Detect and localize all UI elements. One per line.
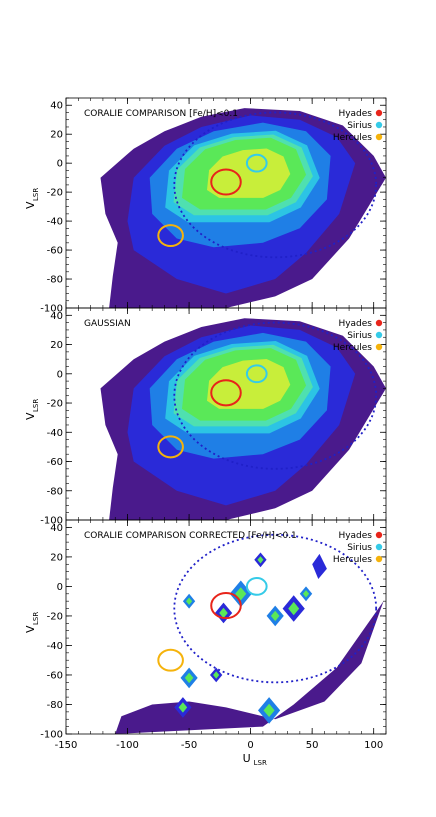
y-tick-label: -100 (40, 516, 63, 527)
residual-dark (115, 601, 384, 734)
legend-label: Hyades (338, 531, 372, 541)
panel-title: CORALIE COMPARISON CORRECTED [Fe/H]<0.1 (84, 531, 297, 541)
sirius-circle (245, 577, 268, 596)
sirius-circle (245, 153, 268, 173)
y-tick-label: -80 (47, 275, 63, 286)
y-tick-label: -40 (47, 641, 63, 652)
x-tick-label: -150 (55, 740, 78, 751)
hyades-circle (210, 168, 242, 196)
residual-core (257, 556, 264, 564)
legend-marker (375, 121, 383, 129)
legend-marker (375, 331, 383, 339)
y-tick-label: -40 (47, 428, 63, 439)
y-tick-label: -20 (47, 611, 63, 622)
legend-label: Hercules (333, 133, 372, 143)
legend-label: Hyades (338, 109, 372, 119)
legend-marker (375, 109, 383, 117)
legend-marker (375, 543, 383, 551)
residual-core (184, 672, 194, 684)
residual-core (213, 671, 220, 679)
y-tick-label: -80 (47, 700, 63, 711)
residual-core (263, 703, 275, 717)
y-axis-label-sub: LSR (32, 612, 40, 625)
panel-title: GAUSSIAN (84, 319, 131, 329)
y-tick-label: -60 (47, 457, 63, 468)
x-tick-label: 50 (306, 740, 319, 751)
y-tick-label: -100 (40, 730, 63, 741)
y-axis-label: V (24, 412, 37, 420)
y-tick-label: -20 (47, 188, 63, 199)
x-tick-label: 100 (364, 740, 383, 751)
residual-core (302, 590, 310, 598)
dotted-ellipse (173, 111, 378, 259)
legend-label: Hyades (338, 319, 372, 329)
sirius-circle (245, 364, 268, 384)
residual-core (235, 587, 247, 601)
legend-label: Sirius (347, 331, 372, 341)
density-core (207, 148, 291, 198)
y-tick-label: -40 (47, 217, 63, 228)
hyades-circle (210, 379, 242, 407)
dotted-ellipse (173, 321, 378, 470)
plot-area (100, 108, 386, 308)
x-axis-label: U (243, 752, 251, 765)
y-tick-label: 0 (57, 369, 63, 380)
y-tick-label: 20 (50, 552, 63, 563)
legend-label: Sirius (347, 543, 372, 553)
legend-marker (375, 343, 383, 351)
legend-label: Sirius (347, 121, 372, 131)
legend-marker (375, 319, 383, 327)
y-tick-label: 40 (50, 101, 63, 112)
y-tick-label: 40 (50, 311, 63, 322)
y-tick-label: -60 (47, 670, 63, 681)
legend-marker (375, 133, 383, 141)
legend-marker (375, 531, 383, 539)
y-tick-label: 20 (50, 130, 63, 141)
residual-core (178, 702, 188, 713)
y-axis-label-sub: LSR (32, 399, 40, 412)
residual-core (186, 597, 193, 605)
density-core (207, 359, 291, 409)
plot-area (100, 318, 386, 520)
y-tick-label: -60 (47, 246, 63, 257)
y-tick-label: -80 (47, 486, 63, 497)
y-tick-label: -100 (40, 304, 63, 315)
x-axis-label-sub: LSR (254, 759, 267, 767)
plot-frame (65, 519, 387, 735)
panel-title: CORALIE COMPARISON [Fe/H]<0.1 (84, 109, 238, 119)
y-tick-label: 0 (57, 159, 63, 170)
legend-label: Hercules (333, 555, 372, 565)
hercules-circle (157, 435, 184, 459)
y-axis-label: V (24, 625, 37, 633)
x-tick-label: -100 (116, 740, 139, 751)
y-tick-label: -20 (47, 399, 63, 410)
dotted-ellipse (173, 533, 378, 684)
y-tick-label: 40 (50, 523, 63, 534)
residual-blob (312, 553, 327, 579)
y-axis-label-sub: LSR (32, 188, 40, 201)
legend-marker (375, 555, 383, 563)
y-axis-label: V (24, 201, 37, 209)
y-tick-label: 0 (57, 582, 63, 593)
y-tick-label: 20 (50, 340, 63, 351)
residual-core (288, 601, 300, 616)
legend-label: Hercules (333, 343, 372, 353)
residual-core (270, 610, 280, 622)
x-tick-label: -50 (181, 740, 197, 751)
hyades-circle (210, 592, 242, 620)
plot-area (115, 533, 384, 734)
hercules-circle (157, 648, 184, 672)
x-tick-label: 0 (247, 740, 253, 751)
hercules-circle (157, 224, 184, 248)
residual-core (219, 607, 228, 619)
